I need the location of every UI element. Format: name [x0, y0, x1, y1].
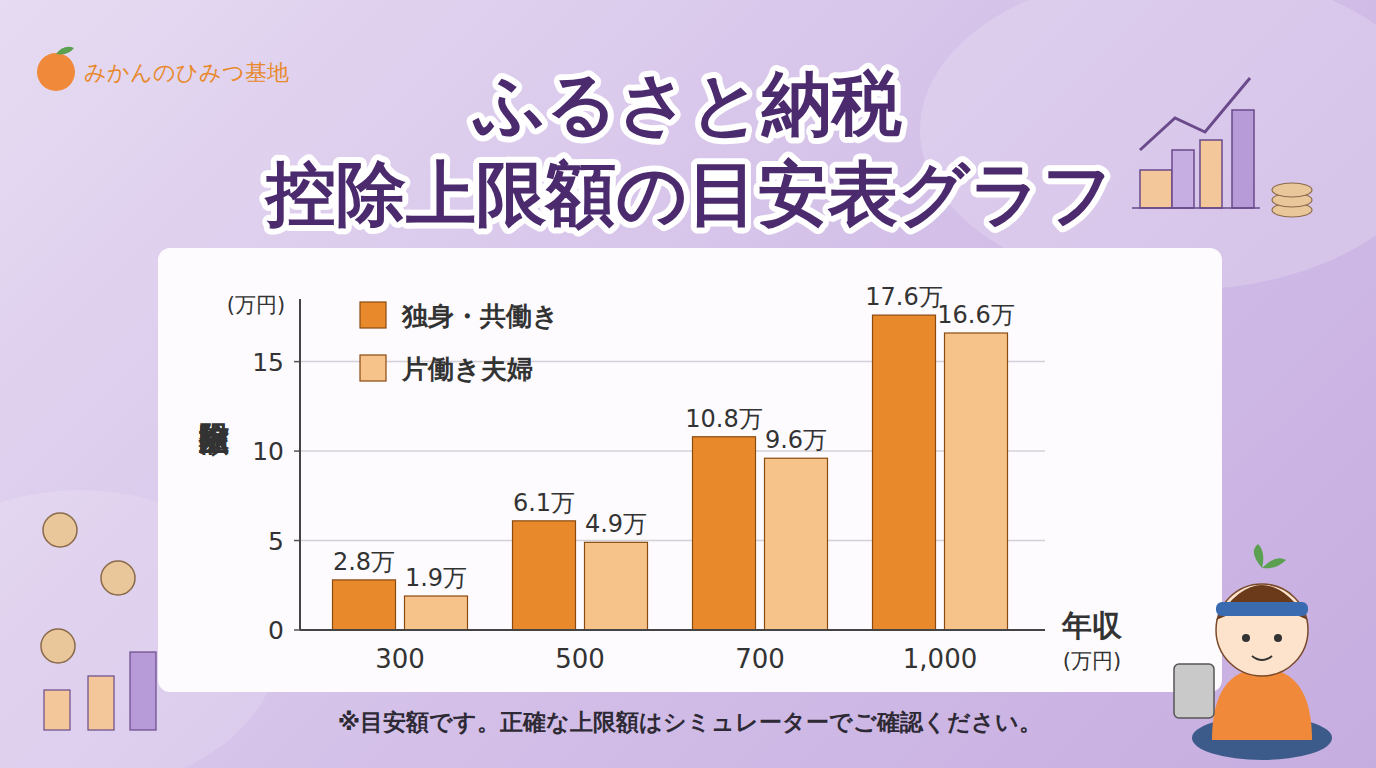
- x-axis: [300, 629, 1045, 631]
- bars: [333, 315, 1008, 630]
- deco-bar: [1200, 140, 1222, 208]
- face: [1216, 584, 1308, 676]
- x-tick-label: 300: [375, 644, 425, 674]
- deco-bar: [1140, 170, 1172, 208]
- mouth: [1252, 656, 1272, 660]
- legend-swatch: [360, 355, 386, 381]
- legend: 独身・共働き片働き夫婦: [360, 301, 559, 384]
- x-tick-label: 700: [735, 644, 785, 674]
- bar: [945, 333, 1008, 630]
- data-label: 9.6万: [765, 426, 827, 454]
- calculator: [1174, 664, 1214, 718]
- deco-bar: [1232, 110, 1254, 208]
- y-tick-label: 15: [252, 348, 284, 377]
- data-label: 1.9万: [405, 564, 467, 592]
- legend-label: 片働き夫婦: [401, 354, 533, 384]
- x-tick-label: 500: [555, 644, 605, 674]
- brand-icon: [37, 53, 75, 91]
- y-axis-title: 控除上限額: [198, 423, 230, 457]
- blob: [920, 0, 1376, 290]
- bar: [333, 580, 396, 630]
- eye: [1242, 634, 1250, 642]
- eye: [1274, 634, 1282, 642]
- data-label: 4.9万: [585, 510, 647, 538]
- data-labels: 2.8万 6.1万 10.8万 17.6万 1.9万 4.9万 9.6万 16.6万: [333, 283, 1015, 592]
- footnote: ※目安額です。正確な上限額はシミュレーターでご確認ください。: [338, 709, 1042, 735]
- y-unit: (万円): [227, 293, 285, 317]
- x-tick-label: 1,000: [903, 644, 977, 674]
- data-label: 17.6万: [865, 283, 942, 311]
- panel: [158, 248, 1222, 692]
- x-axis-title: 年収: [1061, 608, 1123, 643]
- illustration: [1174, 544, 1332, 760]
- headband: [1216, 602, 1308, 616]
- data-label: 16.6万: [937, 301, 1014, 329]
- brand: みかんのひみつ基地: [84, 60, 289, 85]
- y-tick-label: 5: [268, 527, 284, 556]
- decoration: [0, 0, 1376, 768]
- data-label: 10.8万: [685, 405, 762, 433]
- deco-coin: [101, 561, 135, 595]
- data-label: 6.1万: [513, 489, 575, 517]
- title: 控除上限額の目安表グラフ: [264, 153, 1114, 235]
- bar: [585, 542, 648, 630]
- deco-bar: [1172, 150, 1194, 208]
- chart-root: みかんのひみつ基地 ふるさと納税控除上限額の目安表グラフ 0 5 10 15 (万円) 控除上…: [0, 0, 1376, 768]
- bar: [405, 596, 468, 630]
- title: ふるさと納税: [472, 63, 902, 145]
- y-axis: [299, 299, 301, 630]
- deco-coin: [41, 629, 75, 663]
- leaf: [1254, 544, 1286, 568]
- deco-bar: [130, 652, 156, 730]
- deco-bar: [88, 676, 114, 730]
- y-tick-label: 10: [252, 437, 284, 466]
- bar: [873, 315, 936, 630]
- hair: [1216, 585, 1308, 620]
- brand-leaf: [56, 47, 74, 55]
- deco-arrow: [1140, 78, 1250, 150]
- x-unit: (万円): [1063, 649, 1121, 673]
- bar: [693, 437, 756, 630]
- deco-bar: [44, 690, 70, 730]
- body: [1212, 668, 1312, 740]
- deco-axis: [1132, 207, 1260, 209]
- legend-swatch: [360, 302, 386, 328]
- grid-line: [300, 629, 1045, 631]
- deco-coin: [43, 513, 77, 547]
- deco-coin: [1272, 183, 1312, 197]
- legend-label: 独身・共働き: [401, 301, 559, 331]
- y-tick-label: 0: [268, 616, 284, 645]
- bar: [513, 521, 576, 630]
- bar: [765, 458, 828, 630]
- data-label: 2.8万: [333, 548, 395, 576]
